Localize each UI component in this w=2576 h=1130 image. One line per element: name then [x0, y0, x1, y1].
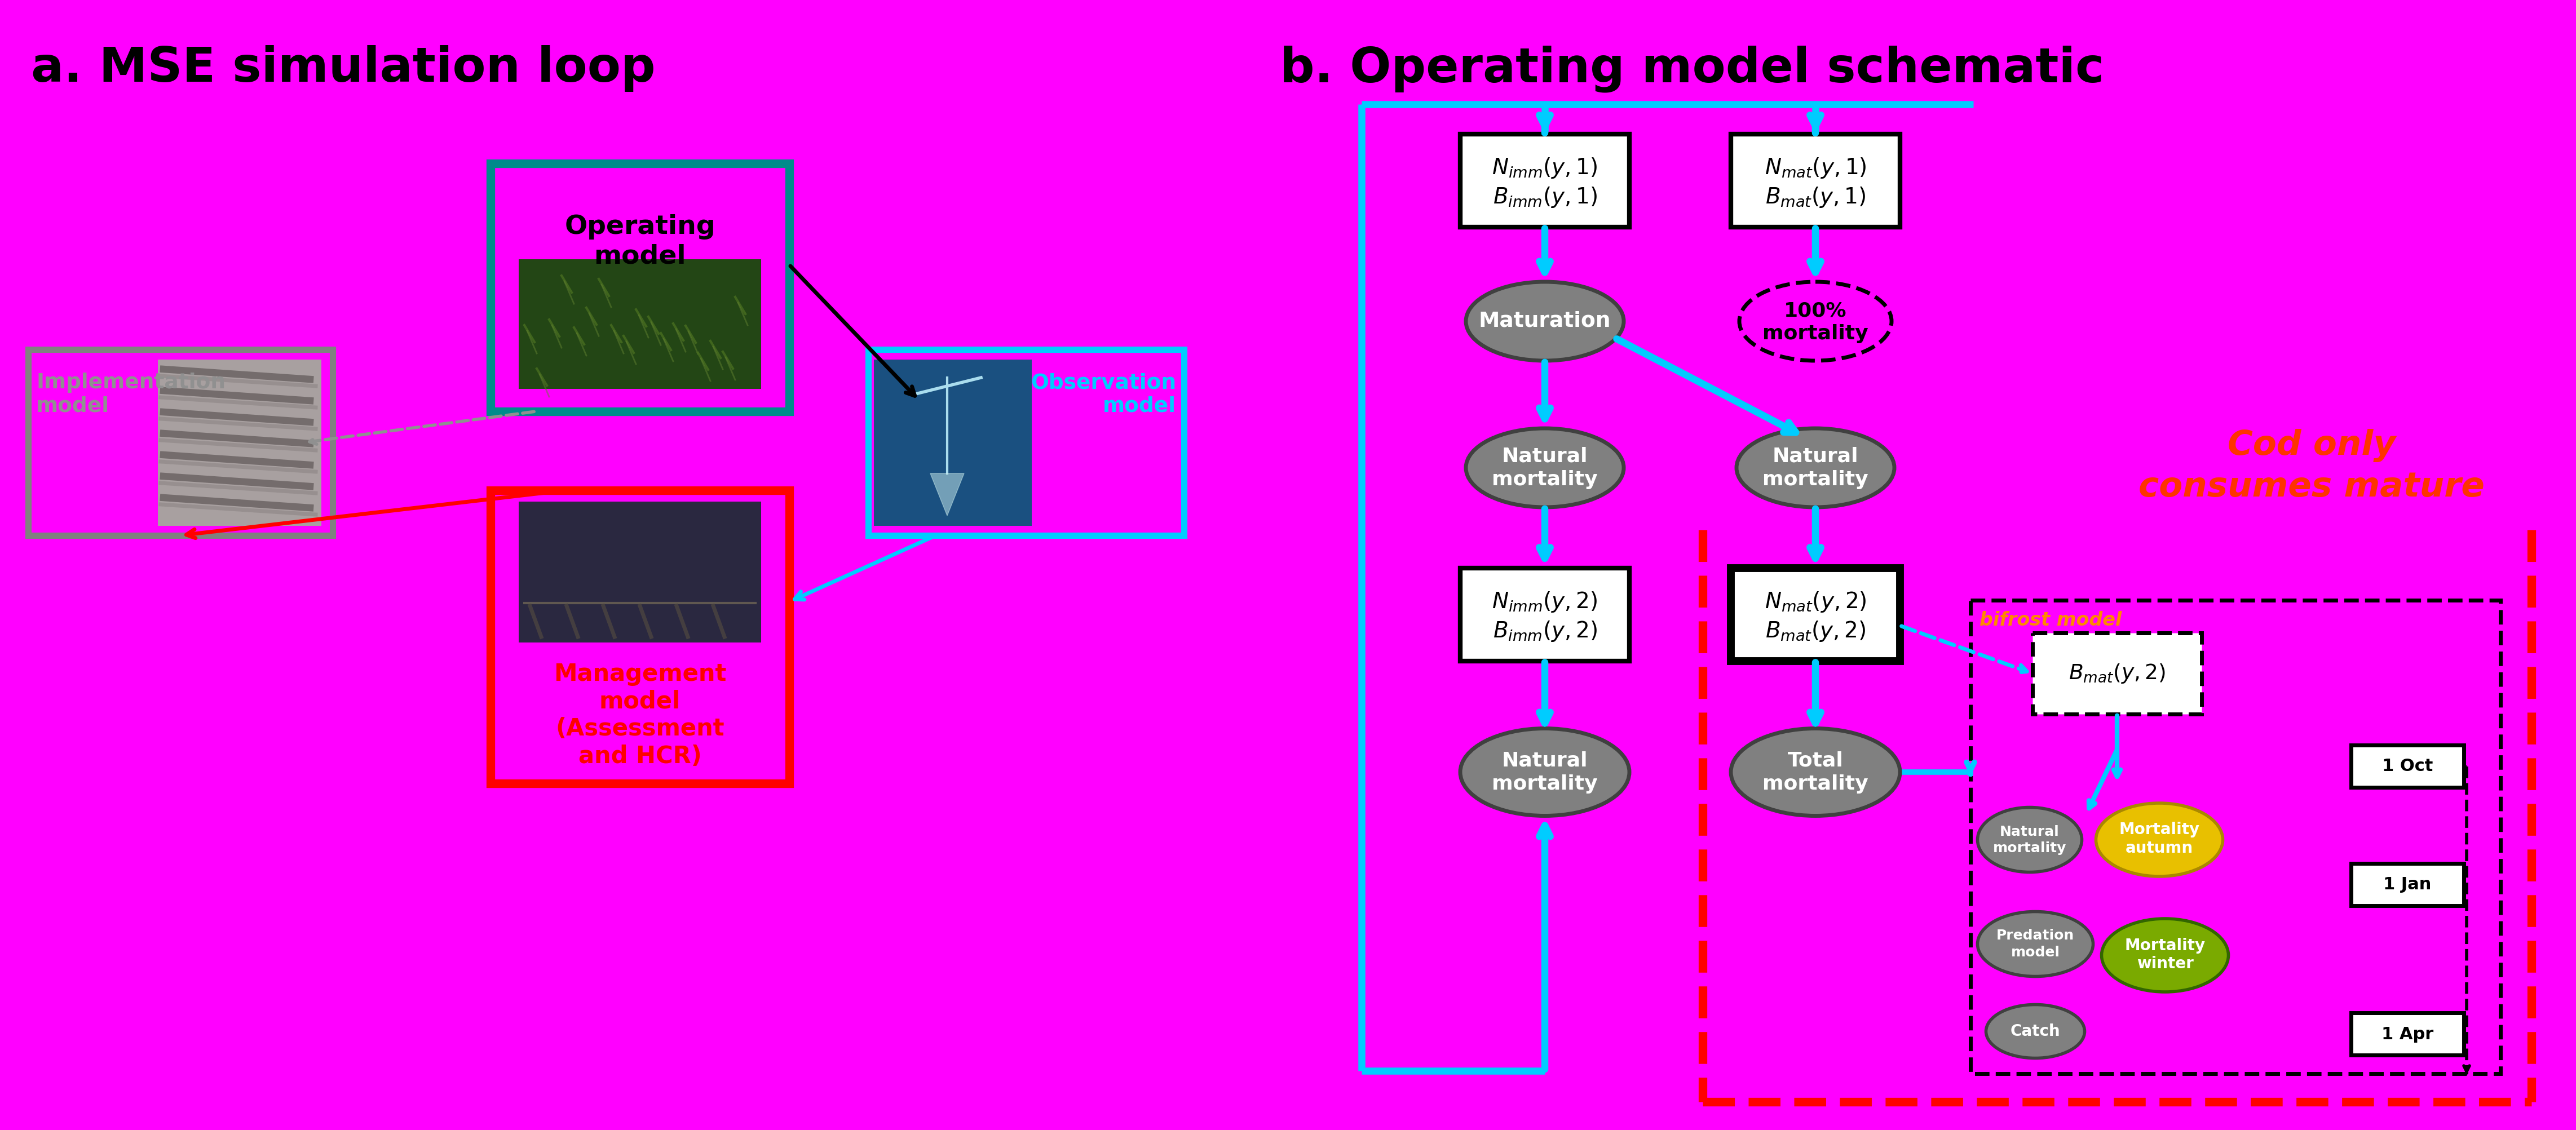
- Text: Maturation: Maturation: [1479, 311, 1610, 331]
- FancyBboxPatch shape: [873, 359, 1033, 525]
- Text: $B_{mat}(y,2)$: $B_{mat}(y,2)$: [1765, 619, 1865, 643]
- Text: model: model: [2012, 946, 2061, 959]
- Text: 1 Jan: 1 Jan: [2383, 877, 2432, 893]
- Text: mortality: mortality: [1762, 470, 1868, 489]
- FancyBboxPatch shape: [2032, 633, 2202, 714]
- Text: $B_{mat}(y,1)$: $B_{mat}(y,1)$: [1765, 185, 1865, 209]
- Ellipse shape: [1466, 281, 1623, 360]
- Text: winter: winter: [2136, 956, 2192, 972]
- FancyBboxPatch shape: [2352, 1012, 2463, 1055]
- Text: Operating
model: Operating model: [564, 215, 716, 269]
- Text: Cod only: Cod only: [2228, 428, 2396, 462]
- Text: Mortality: Mortality: [2125, 938, 2205, 954]
- Ellipse shape: [1466, 428, 1623, 507]
- Ellipse shape: [1461, 729, 1631, 816]
- Ellipse shape: [1986, 1005, 2084, 1058]
- Text: consumes mature: consumes mature: [2138, 471, 2486, 504]
- Text: b. Operating model schematic: b. Operating model schematic: [1280, 45, 2105, 93]
- Text: 1 Oct: 1 Oct: [2383, 758, 2432, 775]
- Text: mortality: mortality: [1492, 774, 1597, 793]
- Text: Natural: Natural: [1772, 446, 1857, 466]
- Text: Natural: Natural: [1502, 446, 1587, 466]
- Text: $N_{mat}(y,1)$: $N_{mat}(y,1)$: [1765, 156, 1868, 180]
- Text: mortality: mortality: [1492, 470, 1597, 489]
- FancyBboxPatch shape: [1461, 567, 1631, 661]
- FancyBboxPatch shape: [2352, 745, 2463, 788]
- Text: $B_{imm}(y,1)$: $B_{imm}(y,1)$: [1492, 185, 1597, 209]
- Text: autumn: autumn: [2125, 841, 2192, 857]
- Text: Total: Total: [1788, 750, 1844, 770]
- FancyBboxPatch shape: [157, 359, 322, 525]
- Ellipse shape: [1736, 428, 1893, 507]
- Text: mortality: mortality: [1994, 842, 2066, 855]
- Text: $B_{mat}(y,2)$: $B_{mat}(y,2)$: [2069, 662, 2166, 685]
- Text: 1 Apr: 1 Apr: [2380, 1026, 2434, 1042]
- Text: $B_{imm}(y,2)$: $B_{imm}(y,2)$: [1492, 619, 1597, 643]
- FancyBboxPatch shape: [868, 349, 1185, 536]
- FancyBboxPatch shape: [518, 259, 760, 389]
- FancyBboxPatch shape: [518, 259, 760, 389]
- Text: Predation: Predation: [1996, 929, 2074, 942]
- Ellipse shape: [1731, 729, 1901, 816]
- FancyBboxPatch shape: [489, 164, 788, 411]
- FancyBboxPatch shape: [518, 502, 760, 643]
- Text: Natural: Natural: [1999, 825, 2058, 838]
- Ellipse shape: [1739, 281, 1891, 360]
- Polygon shape: [930, 473, 963, 515]
- Text: bifrost model: bifrost model: [1978, 611, 2123, 629]
- Text: Natural: Natural: [1502, 750, 1587, 770]
- Text: a. MSE simulation loop: a. MSE simulation loop: [31, 45, 654, 92]
- Ellipse shape: [2097, 803, 2223, 877]
- Text: Catch: Catch: [2009, 1024, 2061, 1040]
- FancyBboxPatch shape: [1731, 567, 1901, 661]
- Text: $N_{imm}(y,1)$: $N_{imm}(y,1)$: [1492, 156, 1597, 180]
- Text: Observation
model: Observation model: [1030, 373, 1177, 416]
- FancyBboxPatch shape: [1461, 133, 1631, 227]
- FancyBboxPatch shape: [2352, 863, 2463, 905]
- Ellipse shape: [1978, 807, 2081, 872]
- Text: mortality: mortality: [1762, 774, 1868, 793]
- Ellipse shape: [2102, 919, 2228, 992]
- FancyBboxPatch shape: [1731, 133, 1901, 227]
- Text: Implementation
model: Implementation model: [36, 373, 227, 416]
- FancyBboxPatch shape: [28, 349, 332, 536]
- FancyBboxPatch shape: [489, 490, 788, 783]
- Text: $N_{mat}(y,2)$: $N_{mat}(y,2)$: [1765, 590, 1868, 614]
- Text: Management
model
(Assessment
and HCR): Management model (Assessment and HCR): [554, 662, 726, 768]
- Text: mortality: mortality: [1762, 324, 1868, 344]
- Text: 100%: 100%: [1785, 302, 1847, 321]
- Text: $N_{imm}(y,2)$: $N_{imm}(y,2)$: [1492, 590, 1597, 614]
- Text: Mortality: Mortality: [2120, 822, 2200, 837]
- Ellipse shape: [1978, 912, 2094, 976]
